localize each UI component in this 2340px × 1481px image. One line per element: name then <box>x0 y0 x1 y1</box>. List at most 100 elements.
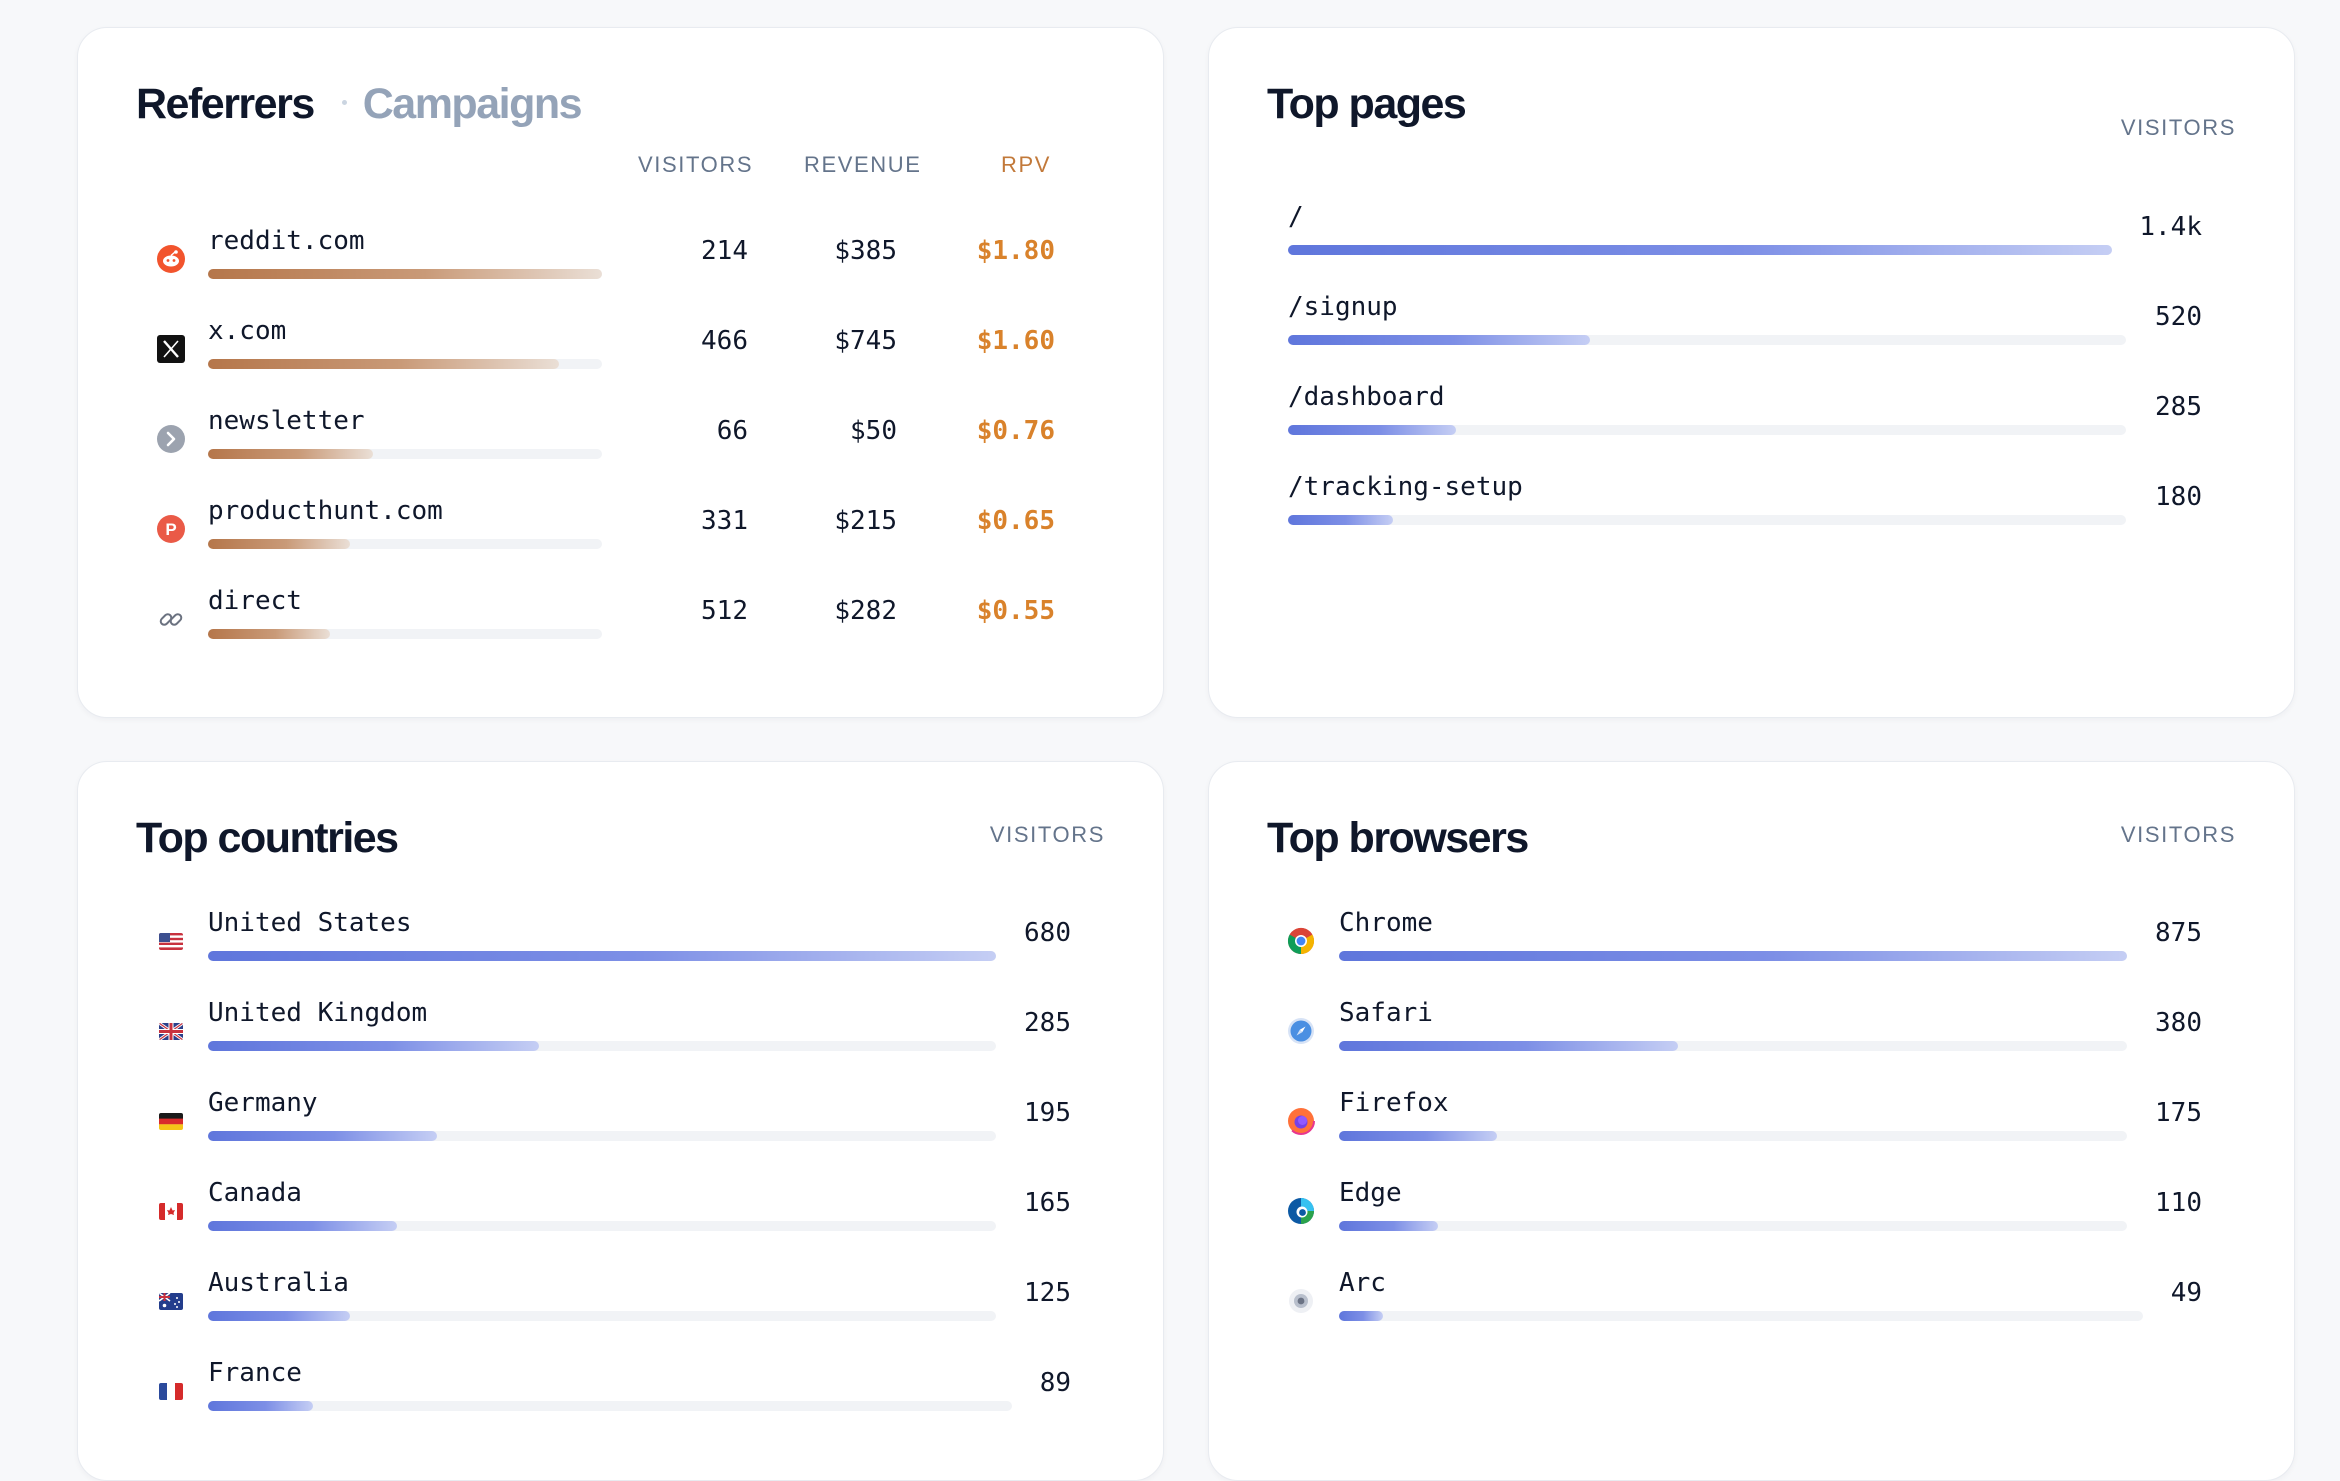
browser-visitors: 49 <box>2170 1278 2202 1308</box>
top-countries-card: Top countries VISITORS United States 680… <box>77 761 1164 1481</box>
country-bar-fill <box>208 951 996 961</box>
referrer-row[interactable]: reddit.com 214 $385 $1.80 <box>78 226 1163 316</box>
referrer-visitors: 466 <box>701 326 748 356</box>
top-pages-title: Top pages <box>1267 80 1467 128</box>
page-visitors: 285 <box>2155 392 2202 422</box>
page-row[interactable]: / 1.4k <box>1209 202 2294 292</box>
browser-visitors: 175 <box>2155 1098 2202 1128</box>
visitors-column-header[interactable]: VISITORS <box>638 152 754 177</box>
fr-flag-icon <box>156 1376 186 1406</box>
country-bar-fill <box>208 1221 398 1231</box>
referrer-revenue: $50 <box>850 416 897 446</box>
us-flag-icon <box>156 926 186 956</box>
visitors-column-header[interactable]: VISITORS <box>2120 115 2236 140</box>
edge-icon <box>1286 1196 1316 1226</box>
newsletter-icon <box>156 424 186 454</box>
de-flag-icon <box>156 1106 186 1136</box>
browser-visitors: 380 <box>2155 1008 2202 1038</box>
page-row[interactable]: /dashboard 285 <box>1209 382 2294 472</box>
country-bar-track <box>208 1221 996 1231</box>
referrer-bar-fill <box>208 359 559 369</box>
referrer-name: direct <box>208 586 302 616</box>
referrer-rpv: $0.55 <box>976 596 1055 626</box>
visitors-column-header[interactable]: VISITORS <box>2120 822 2236 847</box>
referrer-name: x.com <box>208 316 287 346</box>
referrer-bar-track <box>208 269 602 279</box>
referrer-row[interactable]: direct 512 $282 $0.55 <box>78 586 1163 676</box>
country-bar-track <box>208 951 996 961</box>
country-bar-track <box>208 1401 1012 1411</box>
browser-row[interactable]: Chrome 875 <box>1209 908 2294 998</box>
x-icon <box>156 334 186 364</box>
browser-bar-fill <box>1339 1311 1384 1321</box>
uk-flag-icon <box>156 1016 186 1046</box>
page-path: /dashboard <box>1288 382 1445 412</box>
browser-bar-track <box>1339 1311 2143 1321</box>
country-name: Canada <box>208 1178 302 1208</box>
country-row[interactable]: Germany 195 <box>78 1088 1163 1178</box>
referrer-revenue: $282 <box>834 596 897 626</box>
country-name: France <box>208 1358 302 1388</box>
top-pages-card: Top pages VISITORS / 1.4k /signup 520 /d… <box>1208 27 2295 718</box>
ca-flag-icon <box>156 1196 186 1226</box>
page-bar-fill <box>1288 245 2112 255</box>
reddit-icon <box>156 244 186 274</box>
referrer-row[interactable]: x.com 466 $745 $1.60 <box>78 316 1163 406</box>
top-browsers-card: Top browsers VISITORS Chrome 875 Safari … <box>1208 761 2295 1481</box>
browser-row[interactable]: Edge 110 <box>1209 1178 2294 1268</box>
referrer-revenue: $215 <box>834 506 897 536</box>
page-row[interactable]: /signup 520 <box>1209 292 2294 382</box>
browser-bar-track <box>1339 1131 2127 1141</box>
referrer-revenue: $745 <box>834 326 897 356</box>
tab-campaigns[interactable]: Campaigns <box>362 80 583 128</box>
au-flag-icon <box>156 1286 186 1316</box>
browser-bar-track <box>1339 951 2127 961</box>
referrer-row[interactable]: P producthunt.com 331 $215 $0.65 <box>78 496 1163 586</box>
referrer-row[interactable]: newsletter 66 $50 $0.76 <box>78 406 1163 496</box>
country-row[interactable]: United Kingdom 285 <box>78 998 1163 1088</box>
referrer-revenue: $385 <box>834 236 897 266</box>
referrers-card: Referrers Campaigns VISITORS REVENUE RPV … <box>77 27 1164 718</box>
revenue-column-header[interactable]: REVENUE <box>804 152 922 177</box>
country-row[interactable]: United States 680 <box>78 908 1163 998</box>
page-path: / <box>1288 202 1304 232</box>
country-row[interactable]: Canada 165 <box>78 1178 1163 1268</box>
browser-bar-fill <box>1339 1221 1438 1231</box>
browser-name: Safari <box>1339 998 1433 1028</box>
browser-bar-track <box>1339 1221 2127 1231</box>
country-bar-track <box>208 1041 996 1051</box>
referrer-bar-fill <box>208 449 374 459</box>
country-bar-track <box>208 1131 996 1141</box>
arc-icon <box>1286 1286 1316 1316</box>
page-visitors: 180 <box>2155 482 2202 512</box>
referrer-name: reddit.com <box>208 226 365 256</box>
referrer-name: producthunt.com <box>208 496 443 526</box>
page-bar-fill <box>1288 425 1456 435</box>
referrer-bar-track <box>208 629 602 639</box>
country-row[interactable]: Australia 125 <box>78 1268 1163 1358</box>
page-path: /signup <box>1288 292 1398 322</box>
browser-bar-fill <box>1339 951 2127 961</box>
page-row[interactable]: /tracking-setup 180 <box>1209 472 2294 562</box>
referrer-bar-fill <box>208 629 331 639</box>
country-name: Germany <box>208 1088 318 1118</box>
referrer-rpv: $0.65 <box>976 506 1055 536</box>
country-visitors: 285 <box>1024 1008 1071 1038</box>
browser-row[interactable]: Firefox 175 <box>1209 1088 2294 1178</box>
firefox-icon <box>1286 1106 1316 1136</box>
referrers-tabs: Referrers Campaigns <box>136 80 583 129</box>
tab-referrers[interactable]: Referrers <box>136 80 315 128</box>
visitors-column-header[interactable]: VISITORS <box>989 822 1105 847</box>
browser-visitors: 110 <box>2155 1188 2202 1218</box>
browser-row[interactable]: Arc 49 <box>1209 1268 2294 1358</box>
country-visitors: 125 <box>1024 1278 1071 1308</box>
browser-row[interactable]: Safari 380 <box>1209 998 2294 1088</box>
browser-visitors: 875 <box>2155 918 2202 948</box>
page-visitors: 1.4k <box>2139 212 2202 242</box>
country-row[interactable]: France 89 <box>78 1358 1163 1448</box>
rpv-column-header[interactable]: RPV <box>1001 152 1052 177</box>
referrer-name: newsletter <box>208 406 365 436</box>
page-bar-track <box>1288 425 2126 435</box>
page-bar-track <box>1288 335 2126 345</box>
browser-name: Edge <box>1339 1178 1402 1208</box>
